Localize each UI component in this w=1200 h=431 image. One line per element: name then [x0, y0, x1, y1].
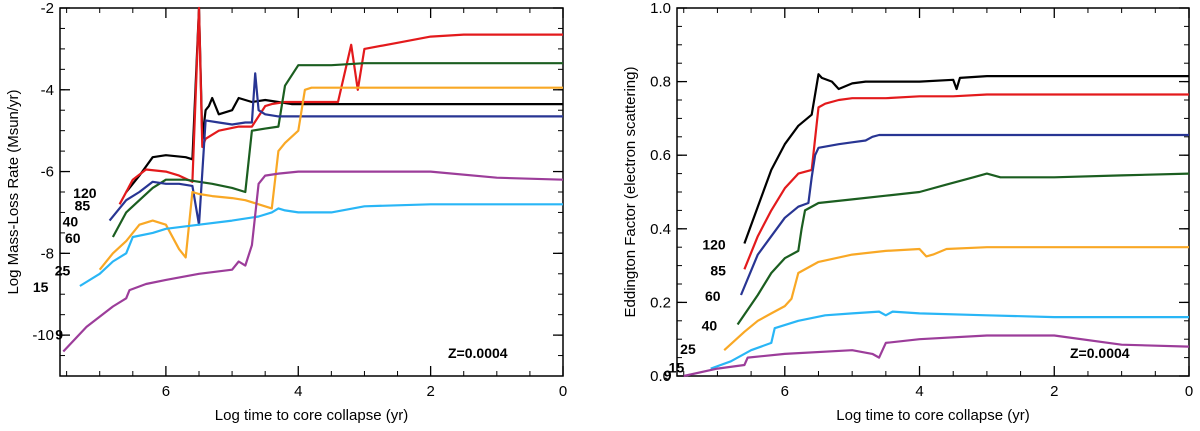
y-tick-label: 0.2 — [650, 294, 671, 311]
y-tick-label: 1.0 — [650, 0, 671, 17]
y-tick-label: 0.6 — [650, 147, 671, 164]
y-tick-label: -4 — [41, 82, 54, 99]
series-line-15 — [710, 310, 1189, 370]
series-label-25: 25 — [55, 263, 71, 279]
series-label-120: 120 — [702, 237, 726, 253]
series-line-25 — [723, 246, 1189, 352]
series-label-85: 85 — [75, 197, 91, 213]
y-tick-label: -6 — [41, 164, 54, 181]
series-line-15 — [79, 203, 563, 287]
series-line-120 — [125, 6, 563, 193]
x-tick-label: 0 — [1185, 383, 1193, 400]
y-tick-label: -10 — [32, 327, 54, 344]
x-tick-label: 2 — [426, 383, 434, 400]
x-axis-label: Log time to core collapse (yr) — [215, 407, 408, 424]
series-line-60 — [111, 62, 563, 238]
series-line-60 — [739, 133, 1189, 296]
x-tick-label: 4 — [915, 383, 923, 400]
series-label-40: 40 — [702, 317, 718, 333]
metallicity-annotation: Z=0.0004 — [1070, 345, 1130, 361]
y-tick-label: 0.8 — [650, 74, 671, 91]
y-axis-label: Log Mass-Loss Rate (Msun/yr) — [5, 89, 22, 294]
series-line-120 — [743, 73, 1189, 244]
series-label-60: 60 — [65, 230, 81, 246]
x-tick-label: 6 — [162, 383, 170, 400]
series-label-60: 60 — [705, 288, 721, 304]
series-line-9 — [62, 170, 564, 353]
series-label-40: 40 — [63, 214, 79, 230]
metallicity-annotation: Z=0.0004 — [448, 345, 508, 361]
series-label-85: 85 — [710, 262, 726, 278]
series-label-120: 120 — [73, 185, 97, 201]
x-tick-label: 6 — [781, 383, 789, 400]
series-label-25: 25 — [680, 341, 696, 357]
series-line-40 — [108, 72, 563, 226]
y-tick-label: -2 — [41, 0, 54, 17]
x-tick-label: 0 — [559, 383, 567, 400]
y-tick-label: 0.0 — [650, 368, 671, 385]
series-label-15: 15 — [669, 360, 685, 376]
plot-frame — [676, 7, 1190, 377]
x-axis-label: Log time to core collapse (yr) — [836, 407, 1029, 424]
series-line-85 — [743, 93, 1189, 270]
x-tick-label: 2 — [1050, 383, 1058, 400]
mass-loss-panel: 6 4 2 0 -10 -8 -6 -4 -2 Log time to core collapse… — [5, 0, 567, 424]
series-line-25 — [98, 86, 563, 271]
series-label-9: 9 — [664, 367, 672, 383]
eddington-panel: 6 4 2 0 0.0 0.2 0.4 0.6 0.8 1.0 Log time to core c… — [622, 0, 1193, 424]
series-line-85 — [118, 6, 563, 205]
y-tick-label: 0.4 — [650, 221, 671, 238]
x-tick-label: 4 — [294, 383, 302, 400]
series-label-15: 15 — [33, 279, 49, 295]
series-line-40 — [736, 172, 1190, 326]
y-axis-label: Eddington Factor (electron scattering) — [622, 67, 639, 318]
series-line-9 — [683, 334, 1190, 378]
series-label-9: 9 — [55, 326, 63, 342]
y-tick-label: -8 — [41, 245, 54, 262]
